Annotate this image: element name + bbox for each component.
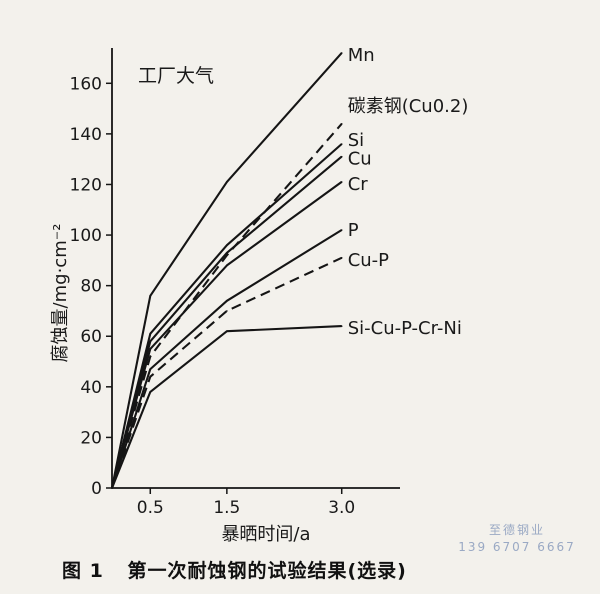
- series-line-1: [110, 52, 343, 489]
- axes: 0 20 40 60 80 100 120 140 160 0.5 1.5 3.0 暴晒时间/a 腐蚀量/…: [50, 48, 400, 545]
- data-point: [340, 325, 343, 327]
- data-point: [149, 332, 152, 335]
- watermark-name: 至德钢业: [488, 523, 545, 537]
- data-point: [111, 487, 113, 489]
- series-label: Cu: [348, 149, 372, 170]
- y-tick-label: 40: [80, 378, 102, 398]
- data-point: [340, 143, 343, 145]
- series-label: Si: [348, 130, 364, 151]
- figure-caption-number: 图 1: [62, 560, 104, 582]
- data-point: [226, 181, 228, 183]
- series-line-5: [110, 181, 343, 489]
- series-label: Mn: [348, 45, 375, 66]
- data-point: [340, 257, 343, 259]
- series-label: P: [348, 220, 359, 241]
- series-line-6: [111, 229, 343, 489]
- chart-title: 工厂大气: [138, 65, 214, 87]
- x-axis-label: 暴晒时间/a: [221, 524, 310, 545]
- series-line-7: [111, 256, 343, 489]
- y-tick-label: 120: [70, 175, 102, 195]
- y-tick-label: 100: [70, 226, 102, 246]
- series-line-2: [110, 123, 343, 489]
- data-point: [226, 310, 228, 312]
- y-axis-label: 腐蚀量/mg·cm⁻²: [50, 224, 71, 363]
- x-tick-label: 0.5: [137, 498, 164, 518]
- data-point: [226, 244, 228, 246]
- y-tick-label: 140: [70, 125, 102, 145]
- y-tick-label: 160: [70, 74, 102, 94]
- data-point: [226, 251, 228, 254]
- x-tick-label: 3.0: [328, 498, 355, 518]
- data-point: [226, 330, 228, 332]
- data-point: [149, 294, 152, 297]
- series-layer: [110, 52, 343, 489]
- data-point: [226, 300, 228, 302]
- data-point: [149, 368, 152, 370]
- series-label: 碳素钢(Cu0.2): [348, 96, 469, 117]
- data-point: [149, 340, 152, 343]
- data-point: [226, 264, 228, 267]
- x-tick-label: 1.5: [213, 498, 240, 518]
- y-tick-label: 0: [91, 479, 102, 499]
- figure-caption-text: 第一次耐蚀钢的试验结果(选录): [127, 560, 407, 582]
- y-tick-label: 60: [80, 327, 102, 347]
- watermark-phone: 139 6707 6667: [458, 540, 576, 554]
- y-tick-label: 80: [80, 277, 102, 297]
- figure-caption: 图 1 第一次耐蚀钢的试验结果(选录): [62, 556, 407, 583]
- data-point: [340, 155, 343, 158]
- data-point: [340, 52, 343, 54]
- data-point: [149, 391, 152, 393]
- data-point: [340, 122, 343, 125]
- series-label: Cr: [348, 174, 369, 195]
- data-point: [149, 348, 152, 350]
- data-point: [340, 181, 343, 183]
- series-line-8: [111, 325, 342, 489]
- y-tick-label: 20: [80, 428, 102, 448]
- watermark: 至德钢业 139 6707 6667: [452, 522, 582, 556]
- data-point: [149, 375, 152, 378]
- series-label: Cu-P: [348, 250, 389, 271]
- data-point: [149, 355, 152, 358]
- series-label: Si-Cu-P-Cr-Ni: [348, 318, 462, 339]
- data-point: [340, 229, 343, 231]
